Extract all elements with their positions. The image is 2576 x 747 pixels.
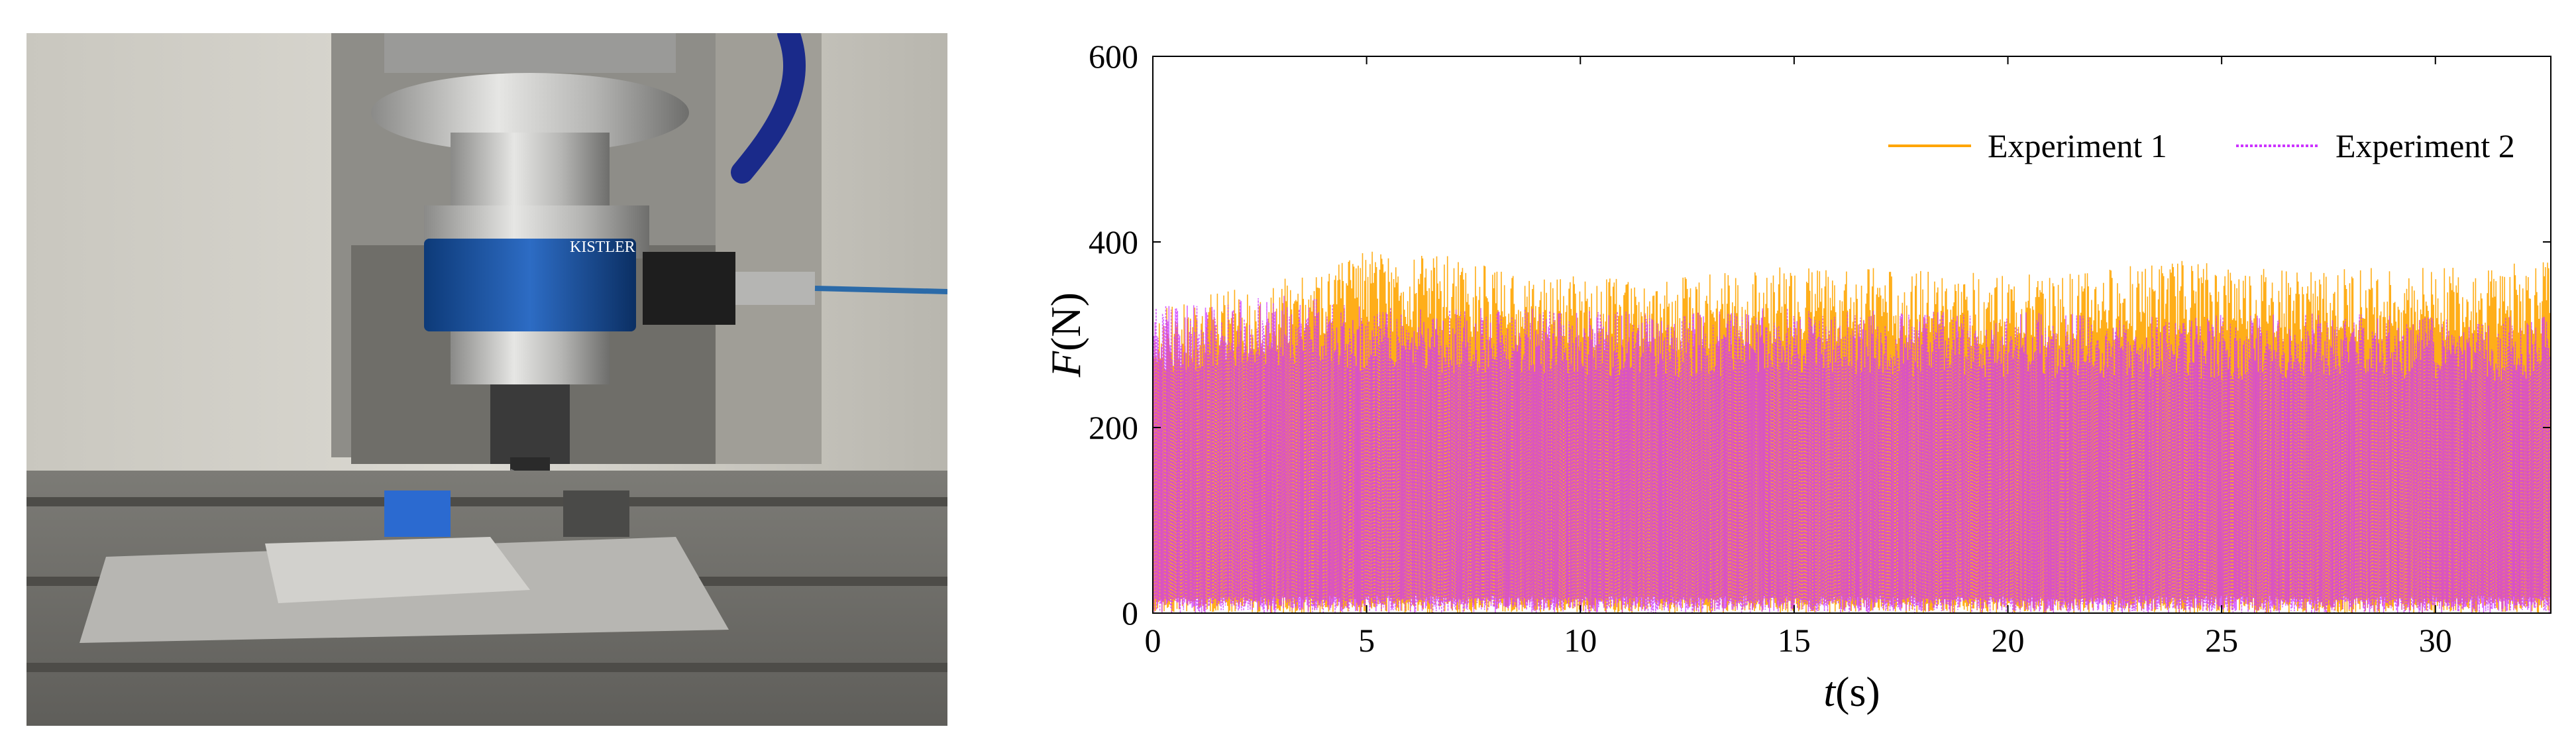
y-tick-label: 400 [1089,223,1138,260]
legend: Experiment 1 Experiment 2 [1888,127,2515,164]
y-tick-label: 200 [1089,409,1138,446]
clamp-right [563,490,629,537]
legend-label-experiment-1: Experiment 1 [1988,127,2167,164]
x-tick-label: 10 [1564,622,1597,659]
y-tick-label: 600 [1089,38,1138,75]
x-tick-label: 20 [1992,622,2025,659]
x-tick-label: 5 [1358,622,1375,659]
sensor-cable [814,286,948,294]
series-line-experiment-2 [1152,296,2551,614]
clamp-left [384,490,451,537]
sensor-brand-label: KISTLER [570,239,635,256]
legend-label-experiment-2: Experiment 2 [2335,127,2515,164]
force-chart-svg: 0 5 10 15 20 25 30 0 200 400 600 t(s) F(N) Experim… [1042,38,2551,715]
signal-layer [1152,251,2551,614]
dynamometer-ring [424,239,636,331]
x-tick-label: 15 [1778,622,1811,659]
force-chart: 0 5 10 15 20 25 30 0 200 400 600 t(s) F(N) Experim… [1034,27,2557,729]
x-tick-label: 0 [1145,622,1161,659]
y-tick-label: 0 [1122,595,1138,632]
machining-photo: KISTLER [27,22,948,726]
machining-photo-illustration: KISTLER [27,22,948,726]
plot-frame [1152,56,2551,614]
tool-holder [490,384,570,464]
axis-layer: 0 5 10 15 20 25 30 0 200 400 600 [1089,38,2551,659]
x-tick-label: 30 [2419,622,2452,659]
x-axis-label: t(s) [1823,668,1880,715]
x-tick-label: 25 [2205,622,2238,659]
coolant-hose [731,22,806,184]
y-axis-label: F(N) [1042,292,1089,378]
